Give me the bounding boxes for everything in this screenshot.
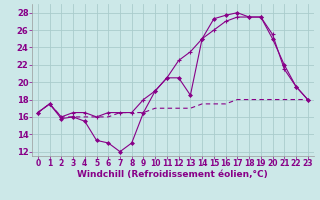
X-axis label: Windchill (Refroidissement éolien,°C): Windchill (Refroidissement éolien,°C) (77, 170, 268, 179)
